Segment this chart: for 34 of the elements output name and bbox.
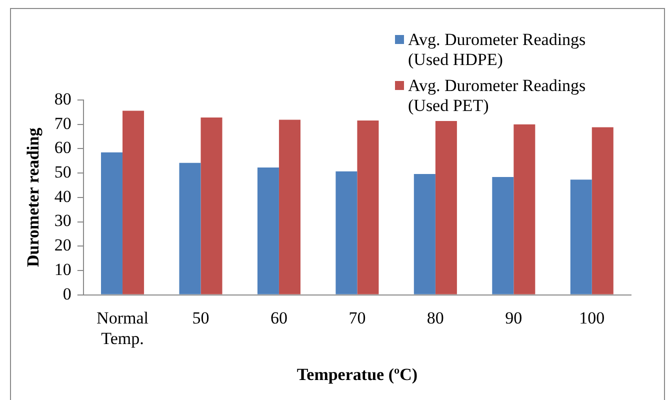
bar	[336, 171, 358, 294]
y-tick-label: 50	[54, 162, 72, 182]
bar	[257, 167, 279, 294]
bar	[179, 162, 201, 294]
bar	[278, 120, 300, 294]
x-tick-label: 60	[270, 308, 288, 328]
bar	[357, 120, 379, 294]
x-tick-label: Normal Temp.	[96, 308, 149, 348]
y-tick-label: 80	[54, 89, 72, 108]
x-tick-label: 100	[579, 308, 605, 328]
x-tick-label: 80	[426, 308, 444, 328]
x-axis-title: Temperatue (ºC)	[296, 365, 418, 384]
bar	[414, 174, 436, 294]
y-tick-label: 60	[54, 138, 72, 158]
bar	[435, 120, 457, 294]
y-tick-label: 70	[54, 114, 72, 133]
y-tick-label: 20	[54, 236, 72, 255]
y-tick-label: 0	[62, 284, 72, 304]
bar	[592, 127, 614, 294]
x-tick-label: 70	[348, 308, 366, 328]
bar	[101, 152, 123, 294]
bar	[122, 110, 144, 294]
x-tick-label: 90	[505, 308, 522, 328]
bar	[570, 180, 592, 294]
y-tick-label: 30	[54, 211, 72, 230]
legend-label: Avg. Durometer Readings (Used HDPE)	[408, 30, 587, 70]
bar	[200, 118, 222, 294]
x-tick-label: 50	[192, 308, 210, 328]
bar	[492, 176, 514, 294]
y-axis-title: Durometer reading	[24, 127, 43, 268]
legend-label: Avg. Durometer Readings (Used PET)	[408, 76, 587, 116]
y-tick-label: 10	[54, 260, 72, 279]
bar	[514, 124, 536, 294]
y-tick-label: 40	[54, 186, 72, 206]
